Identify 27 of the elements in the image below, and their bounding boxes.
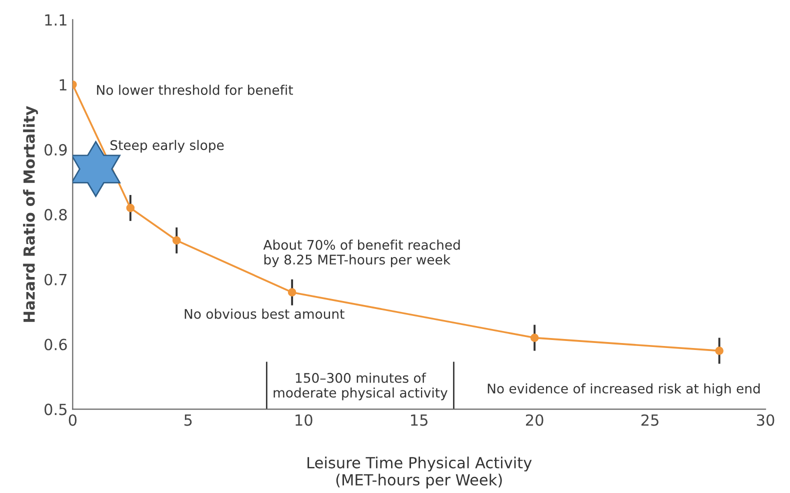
point: [715, 346, 724, 355]
x-tick-label: 15: [411, 414, 428, 426]
x-tick-label: 25: [641, 414, 658, 426]
point: [530, 334, 539, 342]
annotation: About 70% of benefit reached by 8.25 MET-hours per week: [263, 240, 460, 268]
annotation: No lower threshold for benefit: [97, 84, 293, 95]
y-tick-label: 0.8: [44, 208, 67, 220]
x-tick-label: 5: [184, 414, 192, 426]
point: [172, 236, 181, 245]
y-tick-label: 0.6: [44, 338, 67, 350]
annotation: Steep early slope: [110, 140, 224, 153]
annotation: 150–300 minutes of moderate physical activity: [274, 372, 448, 400]
y-tick-label: 0.9: [44, 144, 67, 156]
x-tick-label: 30: [756, 414, 774, 426]
y-axis-title: Hazard Ratio of Mortality: [23, 106, 38, 322]
annotation: No evidence of increased risk at high end: [488, 383, 760, 396]
y-tick-label: 1.1: [45, 14, 66, 26]
x-tick-label: 20: [526, 414, 544, 426]
x-tick-label: 0: [68, 414, 77, 426]
point: [288, 288, 296, 297]
x-tick-label: 10: [296, 414, 312, 426]
x-axis-title: Leisure Time Physical Activity (MET-hours per Week): [308, 456, 532, 489]
point: [126, 204, 135, 212]
y-tick-label: 0.7: [44, 274, 67, 286]
annotation: No obvious best amount: [184, 308, 344, 319]
y-tick-label: 0.5: [44, 404, 66, 416]
y-tick-label: 1: [60, 79, 66, 90]
